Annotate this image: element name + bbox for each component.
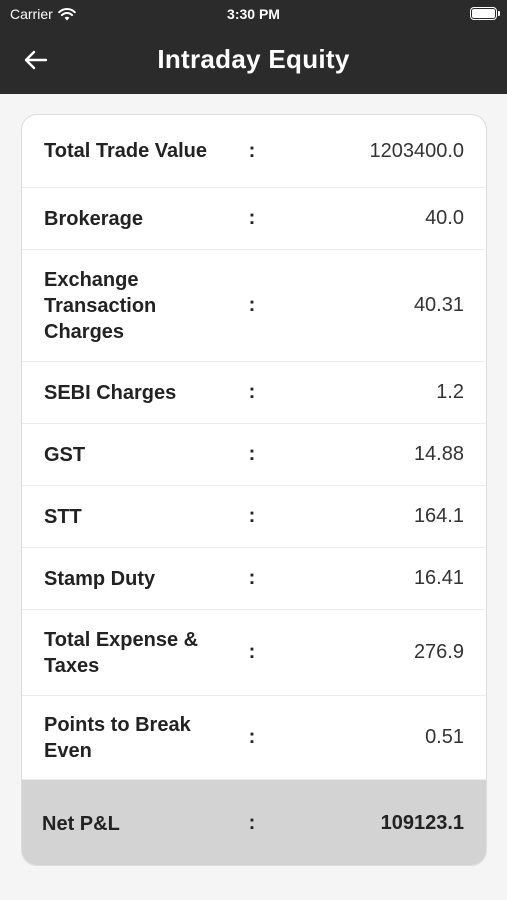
row-label: Total Trade Value (44, 140, 208, 162)
row-value: 0.51 (425, 726, 464, 748)
carrier-indicator: Carrier (10, 6, 76, 22)
row-points-to-break-even: Points to Break Even : 0.51 (22, 696, 486, 780)
row-value: 1.2 (436, 381, 464, 403)
row-total-expense-taxes: Total Expense & Taxes : 276.9 (22, 610, 486, 696)
row-net-pnl: Net P&L : 109123.1 (22, 780, 486, 865)
row-separator: : (248, 567, 256, 589)
net-pnl-value: 109123.1 (380, 812, 464, 834)
row-brokerage: Brokerage : 40.0 (22, 188, 486, 250)
row-value: 14.88 (413, 443, 464, 465)
app-header: Intraday Equity (0, 30, 507, 92)
row-separator: : (248, 139, 256, 162)
row-value: 164.1 (413, 505, 464, 527)
row-value: 1203400.0 (369, 139, 464, 162)
row-label: Stamp Duty (44, 567, 156, 590)
row-separator: : (248, 207, 256, 229)
status-bar: Carrier 3:30 PM (0, 0, 507, 28)
page-title: Intraday Equity (157, 44, 350, 74)
row-value: 40.0 (425, 207, 464, 229)
row-label: Total Expense & Taxes (44, 628, 199, 677)
row-separator: : (248, 812, 256, 834)
row-value: 16.41 (413, 567, 464, 589)
row-label: Points to Break Even (44, 713, 191, 762)
row-stt: STT : 164.1 (22, 486, 486, 548)
row-exchange-transaction-charges: Exchange Transaction Charges : 40.31 (22, 250, 486, 362)
wifi-icon (57, 7, 76, 20)
status-time: 3:30 PM (227, 6, 280, 22)
row-stamp-duty: Stamp Duty : 16.41 (22, 548, 486, 610)
row-separator: : (248, 381, 256, 403)
row-gst: GST : 14.88 (22, 424, 486, 486)
net-pnl-label: Net P&L (42, 812, 120, 835)
row-total-trade-value: Total Trade Value : 1203400.0 (22, 115, 486, 188)
top-bar: Carrier 3:30 PM Intraday Equity (0, 0, 507, 94)
battery-icon (470, 7, 500, 20)
row-label: STT (44, 505, 82, 528)
back-button[interactable] (22, 46, 50, 74)
arrow-left-icon (24, 50, 48, 70)
row-sebi-charges: SEBI Charges : 1.2 (22, 362, 486, 424)
row-label: SEBI Charges (44, 381, 177, 404)
carrier-label: Carrier (10, 6, 53, 22)
row-value: 40.31 (413, 294, 464, 316)
row-value: 276.9 (413, 641, 464, 663)
row-separator: : (248, 641, 256, 663)
row-separator: : (248, 443, 256, 465)
row-label: Exchange Transaction Charges (44, 268, 157, 343)
row-label: GST (44, 443, 86, 466)
row-label: Brokerage (44, 207, 143, 230)
row-separator: : (248, 294, 256, 316)
charges-summary-card: Total Trade Value : 1203400.0 Brokerage … (21, 114, 487, 866)
row-separator: : (248, 726, 256, 748)
row-separator: : (248, 505, 256, 527)
